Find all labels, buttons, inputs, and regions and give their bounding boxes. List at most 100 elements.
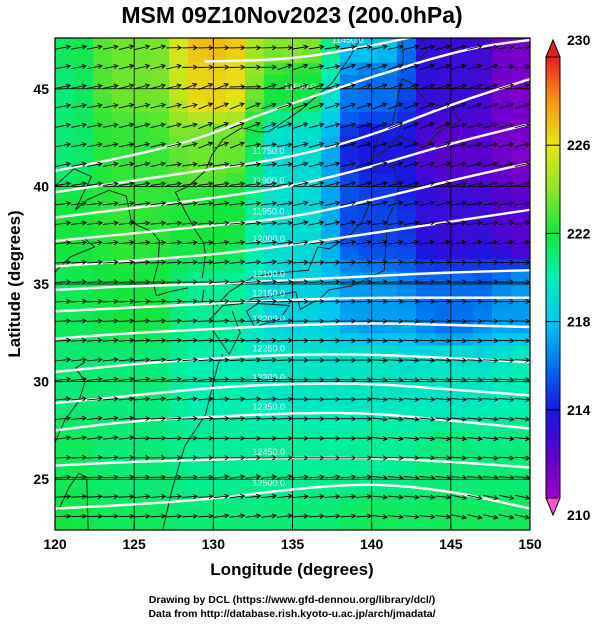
heatmap-cell: [207, 443, 227, 457]
heatmap-cell: [435, 394, 455, 408]
heatmap-cell: [112, 124, 132, 137]
wind-arrow: [277, 122, 293, 129]
heatmap-cell: [302, 161, 322, 174]
heatmap-cell: [264, 333, 284, 347]
wind-arrow: [55, 103, 72, 109]
heatmap-cell: [435, 222, 455, 236]
heatmap-cell: [245, 74, 265, 88]
heatmap-cell: [435, 234, 455, 248]
wind-arrow: [182, 181, 198, 187]
wind-arrow: [134, 63, 151, 70]
wind-arrow: [261, 396, 278, 402]
wind-arrow: [87, 415, 103, 421]
heatmap-cell: [93, 271, 113, 285]
heatmap-cell: [416, 517, 436, 530]
heatmap-cell: [188, 394, 208, 408]
wind-arrow: [419, 416, 436, 422]
wind-arrow: [387, 455, 404, 461]
wind-arrow: [71, 142, 88, 148]
wind-arrow: [340, 181, 357, 187]
heatmap-cell: [74, 271, 94, 285]
wind-arrow: [166, 376, 183, 382]
coastline: [162, 354, 224, 530]
wind-arrow: [213, 239, 230, 246]
wind-arrow: [118, 63, 135, 70]
wind-arrow: [150, 396, 167, 402]
wind-arrow: [403, 357, 420, 363]
wind-arrow: [55, 376, 72, 382]
wind-arrow: [292, 513, 309, 519]
wind-arrow: [292, 44, 309, 50]
heatmap-cell: [492, 505, 512, 519]
wind-arrow: [372, 220, 388, 226]
wind-arrow: [372, 475, 388, 481]
heatmap-cell: [93, 468, 113, 482]
heatmap-cell: [321, 38, 341, 51]
heatmap-cell: [188, 333, 208, 347]
heatmap-cell: [473, 296, 493, 310]
heatmap-cell: [454, 111, 474, 125]
x-axis-ticks: 120 125 130 135 140 145 150: [43, 38, 542, 552]
wind-arrow: [166, 337, 183, 343]
wind-arrow: [451, 514, 468, 520]
wind-arrow: [435, 122, 451, 130]
wind-arrow: [451, 102, 467, 110]
heatmap-cell: [378, 517, 398, 530]
heatmap-cell: [359, 284, 379, 297]
wind-arrow: [213, 513, 230, 519]
wind-arrow: [166, 493, 183, 500]
wind-arrow: [419, 514, 436, 520]
heatmap-cell: [416, 173, 436, 187]
heatmap-cell: [226, 62, 246, 76]
wind-arrow: [102, 220, 119, 226]
wind-arrow: [261, 318, 278, 324]
heatmap-cell: [492, 443, 512, 457]
heatmap-cell: [359, 148, 379, 162]
heatmap-cell: [511, 271, 530, 285]
wind-arrow: [372, 259, 389, 265]
plot-area: 11450.011600.011750.011900.011950.012000…: [33, 37, 542, 552]
wind-arrow: [419, 318, 436, 324]
wind-arrow: [372, 494, 388, 500]
wind-arrow: [245, 513, 262, 519]
wind-arrow: [435, 220, 452, 226]
heatmap-cell: [93, 197, 113, 211]
wind-arrow: [134, 240, 151, 246]
heatmap-cell: [416, 382, 436, 396]
heatmap-cell: [150, 345, 170, 359]
wind-arrow: [467, 494, 483, 501]
wind-arrow: [292, 259, 309, 265]
heatmap-cell: [55, 296, 75, 310]
heatmap-cell: [150, 517, 170, 530]
heatmap-cell: [359, 443, 379, 457]
wind-arrow: [150, 122, 167, 129]
wind-arrow: [214, 122, 230, 130]
wind-arrow: [197, 513, 214, 519]
wind-arrow: [308, 493, 325, 500]
heatmap-cell: [150, 247, 170, 260]
heatmap-cell: [378, 210, 398, 224]
heatmap-cell: [93, 62, 113, 76]
wind-arrow: [308, 357, 325, 363]
wind-arrow: [293, 83, 309, 90]
wind-arrow: [71, 103, 88, 109]
heatmap-cell: [473, 468, 493, 482]
height-contour-label: 12200.0: [253, 314, 286, 324]
heatmap-cell: [454, 468, 474, 482]
heatmap-cell: [492, 50, 512, 64]
wind-arrow: [340, 239, 357, 245]
wind-arrow: [213, 474, 230, 480]
heatmap-cell: [435, 505, 455, 519]
wind-arrow: [467, 63, 483, 70]
heatmap-cell: [321, 185, 341, 199]
heatmap-cell: [55, 480, 75, 494]
heatmap-cell: [169, 50, 189, 64]
heatmap-cell: [511, 443, 530, 457]
wind-arrow: [150, 83, 167, 90]
wind-arrow: [166, 181, 183, 187]
heatmap-cell: [378, 480, 398, 494]
wind-arrow: [71, 357, 88, 363]
wind-arrow: [118, 200, 135, 207]
heatmap-cell: [454, 247, 474, 260]
heatmap-cell: [74, 320, 94, 334]
